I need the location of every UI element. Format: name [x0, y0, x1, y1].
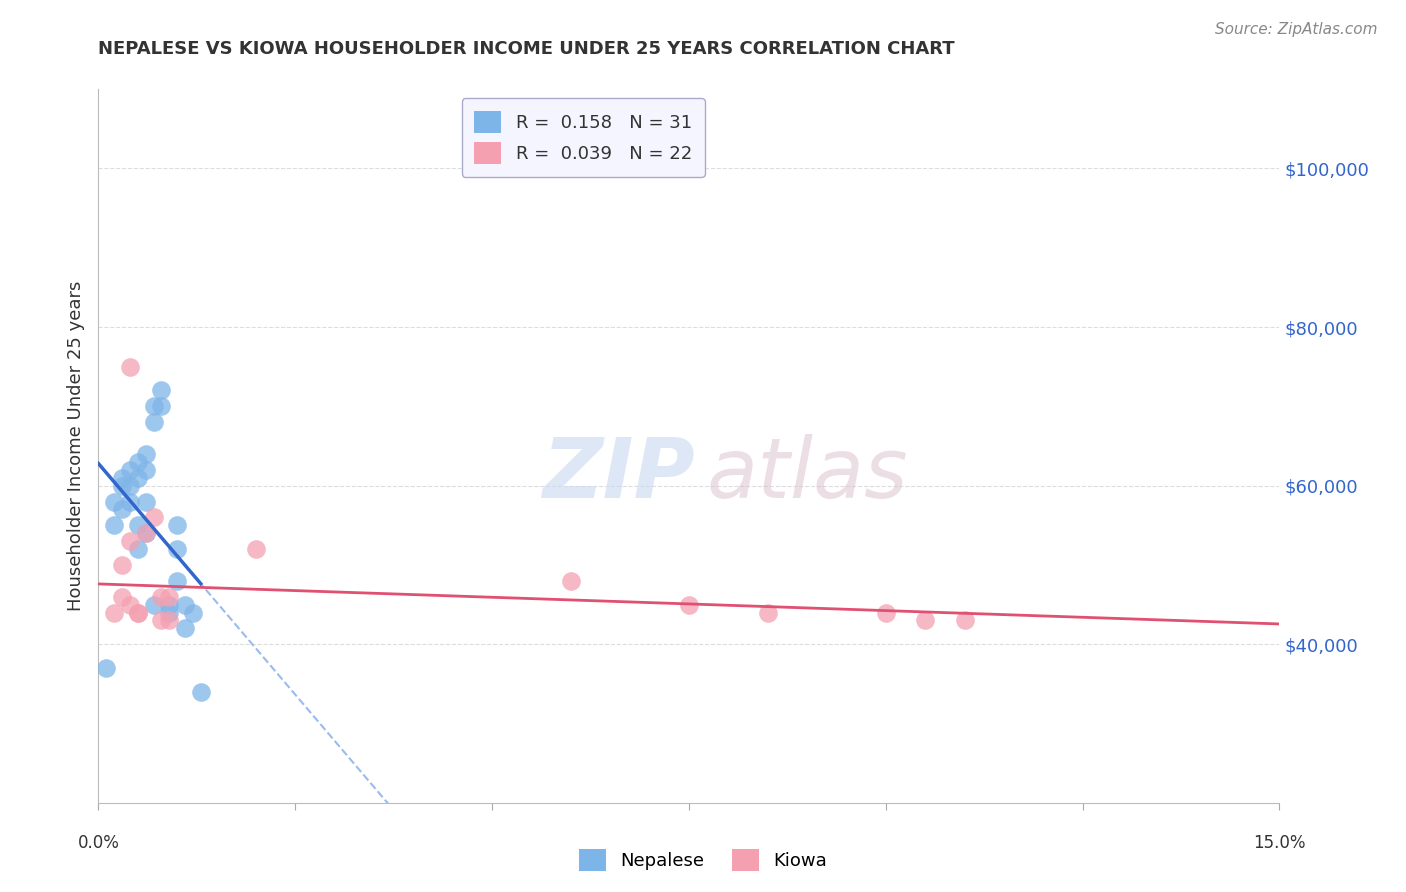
Point	[953, 614, 976, 628]
Point	[127, 606, 149, 620]
Point	[111, 502, 134, 516]
Point	[142, 510, 165, 524]
Legend: Nepalese, Kiowa: Nepalese, Kiowa	[572, 842, 834, 879]
Point	[166, 574, 188, 588]
Text: Source: ZipAtlas.com: Source: ZipAtlas.com	[1215, 22, 1378, 37]
Point	[245, 542, 267, 557]
Point	[142, 415, 165, 429]
Point	[756, 606, 779, 620]
Point	[135, 526, 157, 541]
Point	[560, 574, 582, 588]
Point	[157, 590, 180, 604]
Point	[150, 590, 173, 604]
Point	[111, 590, 134, 604]
Point	[118, 534, 141, 549]
Point	[127, 518, 149, 533]
Point	[118, 494, 141, 508]
Point	[127, 606, 149, 620]
Point	[174, 621, 197, 635]
Point	[157, 614, 180, 628]
Point	[174, 598, 197, 612]
Point	[157, 598, 180, 612]
Point	[111, 558, 134, 572]
Point	[142, 598, 165, 612]
Text: ZIP: ZIP	[541, 434, 695, 515]
Point	[96, 812, 118, 826]
Point	[96, 661, 118, 675]
Point	[157, 606, 180, 620]
Point	[103, 518, 125, 533]
Text: NEPALESE VS KIOWA HOUSEHOLDER INCOME UNDER 25 YEARS CORRELATION CHART: NEPALESE VS KIOWA HOUSEHOLDER INCOME UND…	[98, 40, 955, 58]
Point	[135, 526, 157, 541]
Text: atlas: atlas	[706, 434, 908, 515]
Point	[190, 685, 212, 699]
Point	[181, 606, 204, 620]
Point	[118, 463, 141, 477]
Point	[118, 359, 141, 374]
Point	[150, 384, 173, 398]
Point	[118, 598, 141, 612]
Point	[914, 614, 936, 628]
Point	[166, 518, 188, 533]
Point	[135, 494, 157, 508]
Point	[875, 606, 897, 620]
Point	[127, 455, 149, 469]
Point	[103, 606, 125, 620]
Point	[150, 400, 173, 414]
Point	[118, 478, 141, 492]
Text: 15.0%: 15.0%	[1253, 834, 1306, 852]
Point	[111, 478, 134, 492]
Point	[127, 542, 149, 557]
Point	[111, 471, 134, 485]
Point	[166, 542, 188, 557]
Point	[103, 494, 125, 508]
Point	[135, 447, 157, 461]
Y-axis label: Householder Income Under 25 years: Householder Income Under 25 years	[66, 281, 84, 611]
Legend: R =  0.158   N = 31, R =  0.039   N = 22: R = 0.158 N = 31, R = 0.039 N = 22	[461, 98, 704, 177]
Text: 0.0%: 0.0%	[77, 834, 120, 852]
Point	[127, 471, 149, 485]
Point	[135, 463, 157, 477]
Point	[678, 598, 700, 612]
Point	[150, 614, 173, 628]
Point	[142, 400, 165, 414]
